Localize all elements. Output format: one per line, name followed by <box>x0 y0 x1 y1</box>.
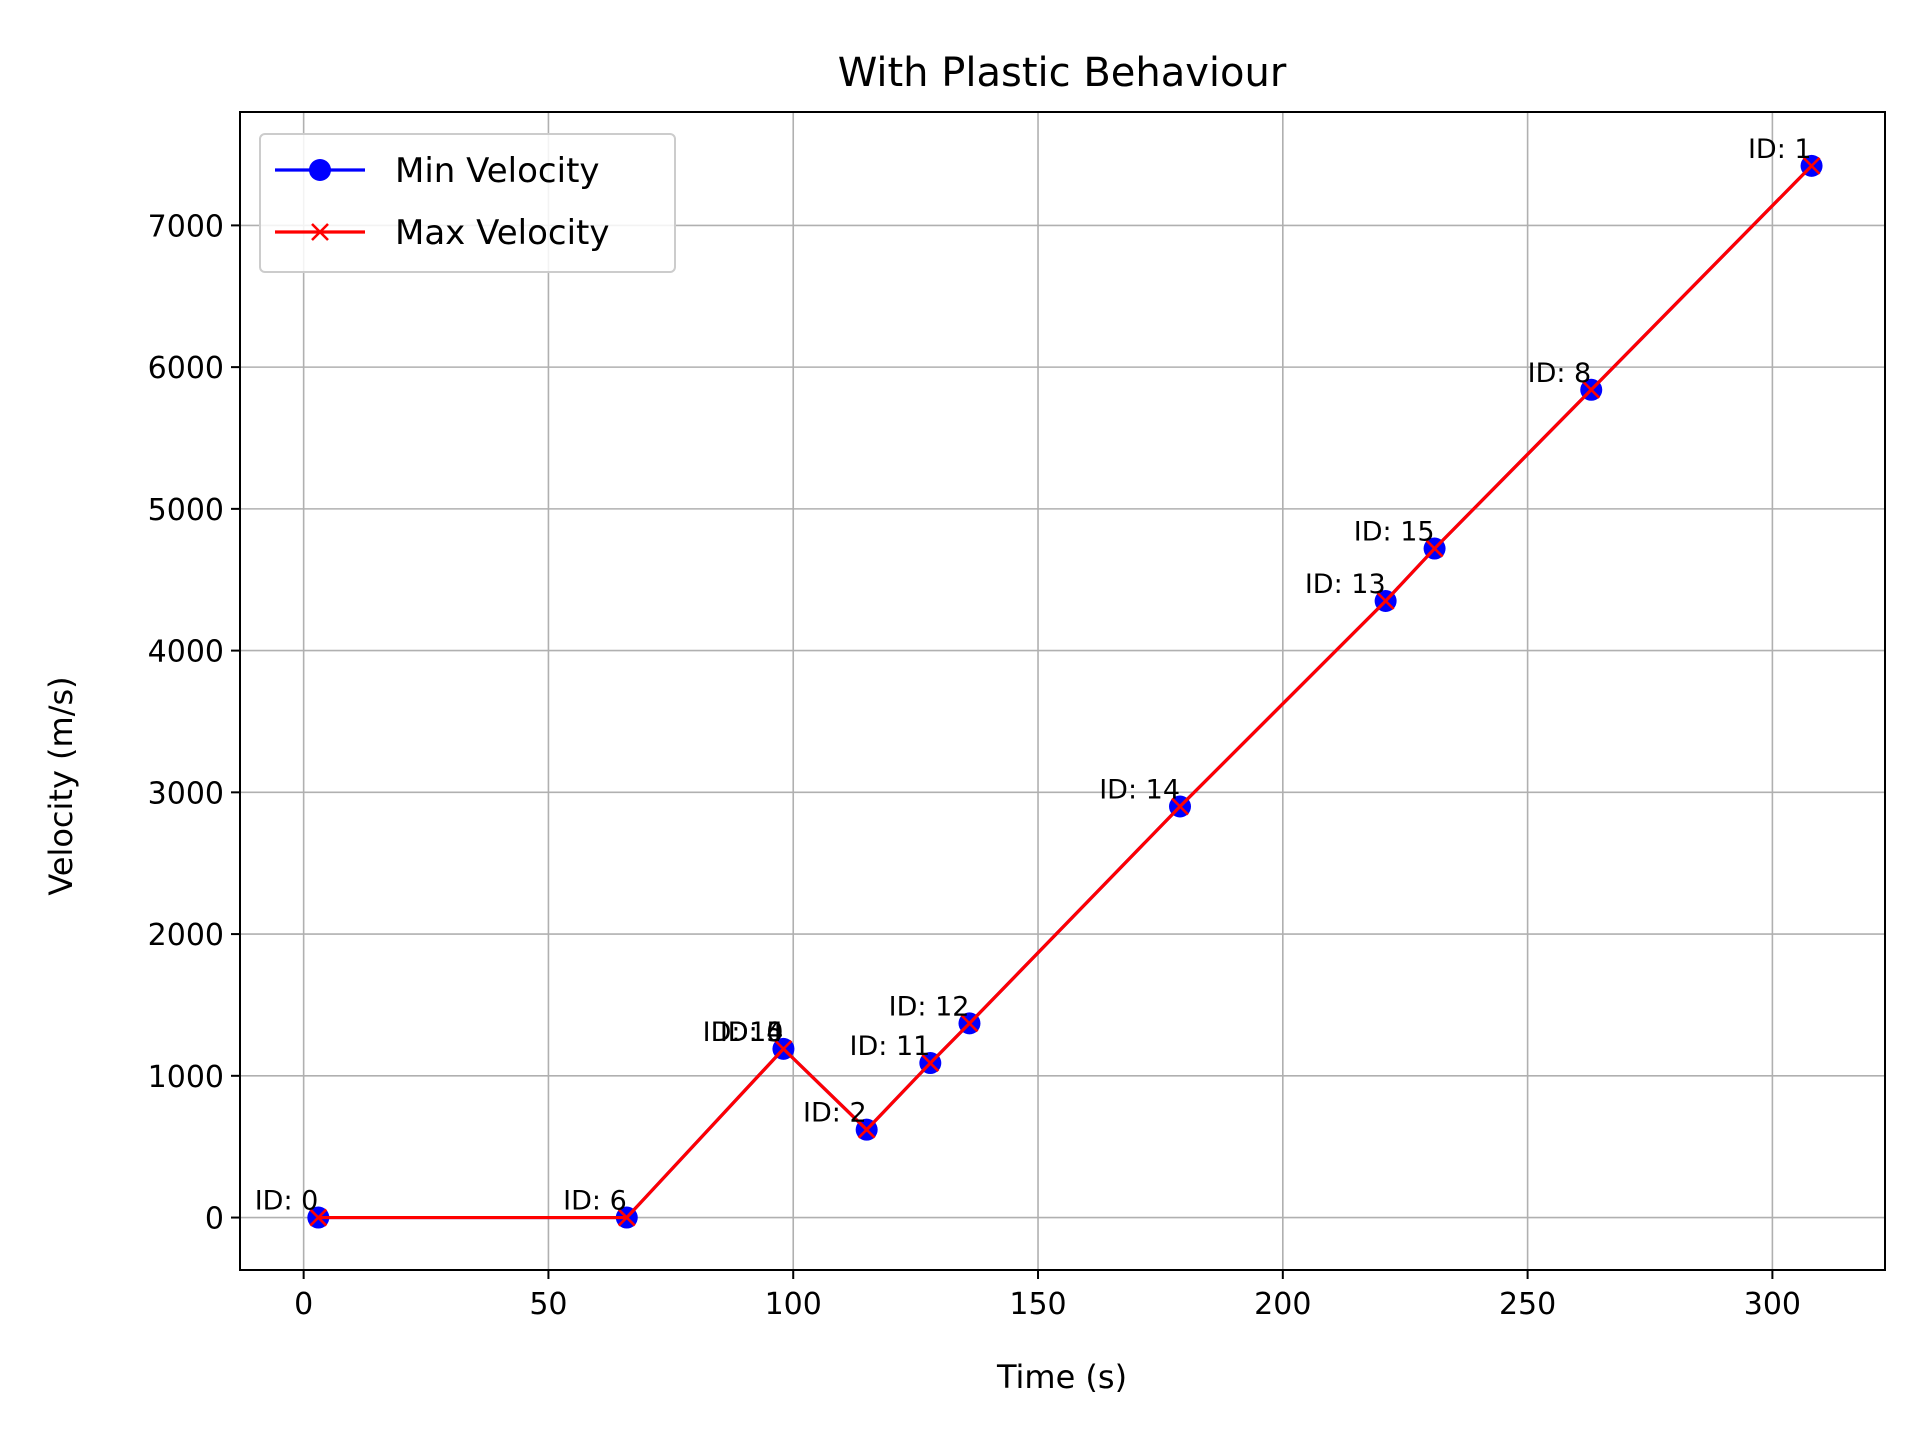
point-annotation: ID: 15 <box>1354 517 1435 548</box>
point-annotation: ID: 12 <box>889 991 970 1022</box>
max-velocity-point <box>309 1208 328 1227</box>
chart-title: With Plastic Behaviour <box>838 50 1287 96</box>
y-tick-label: 1000 <box>148 1060 224 1095</box>
point-annotation: ID: 10 <box>703 1017 784 1048</box>
legend-min-label: Min Velocity <box>395 151 600 191</box>
max-velocity-point <box>1582 380 1601 399</box>
point-annotation: ID: 8 <box>1528 358 1592 389</box>
x-tick-label: 150 <box>1009 1287 1066 1322</box>
x-axis-label: Time (s) <box>996 1358 1127 1396</box>
point-annotation: ID: 13 <box>1305 569 1386 600</box>
point-annotation: ID: 5 <box>720 1017 784 1048</box>
max-velocity-point <box>857 1120 876 1139</box>
legend-max-label: Max Velocity <box>395 213 609 253</box>
x-tick-label: 250 <box>1499 1287 1556 1322</box>
x-tick-label: 50 <box>529 1287 567 1322</box>
legend: Min Velocity Max Velocity <box>259 133 676 273</box>
y-tick-label: 5000 <box>148 493 224 528</box>
max-velocity-point <box>617 1208 636 1227</box>
x-tick-label: 200 <box>1254 1287 1311 1322</box>
axis-ticks: 0 50 100 150 200 250 3000100020003000400050006… <box>148 209 1801 1322</box>
plot-frame <box>239 111 1886 1271</box>
y-axis-label: Velocity (m/s) <box>42 676 80 895</box>
point-annotation: ID: 14 <box>1099 775 1180 806</box>
point-annotation: ID: 4 <box>720 1017 784 1048</box>
legend-max-marker <box>311 223 329 241</box>
plot-series <box>307 154 1823 1229</box>
y-tick-label: 7000 <box>148 209 224 244</box>
y-tick-label: 0 <box>205 1202 224 1237</box>
point-annotation: ID: 0 <box>255 1186 319 1217</box>
point-annotation: ID: 1 <box>1748 134 1812 165</box>
max-velocity-point <box>921 1054 940 1072</box>
x-tick-label: 300 <box>1744 1287 1801 1322</box>
y-tick-label: 2000 <box>148 918 224 953</box>
max-velocity-point <box>1376 592 1395 610</box>
legend-min-marker <box>309 159 331 181</box>
x-tick-label: 0 <box>294 1287 313 1322</box>
point-annotation: ID: 11 <box>850 1031 931 1062</box>
max-velocity-point <box>1425 539 1444 558</box>
y-tick-label: 4000 <box>148 635 224 670</box>
y-tick-label: 3000 <box>148 776 224 811</box>
max-velocity-point <box>774 1039 793 1058</box>
point-annotation: ID: 6 <box>563 1186 627 1217</box>
y-tick-label: 6000 <box>148 351 224 386</box>
x-tick-label: 100 <box>765 1287 822 1322</box>
max-velocity-point <box>1171 797 1189 816</box>
max-velocity-point <box>1802 156 1821 175</box>
point-annotation: ID: 2 <box>803 1098 867 1129</box>
max-velocity-point <box>960 1014 979 1033</box>
